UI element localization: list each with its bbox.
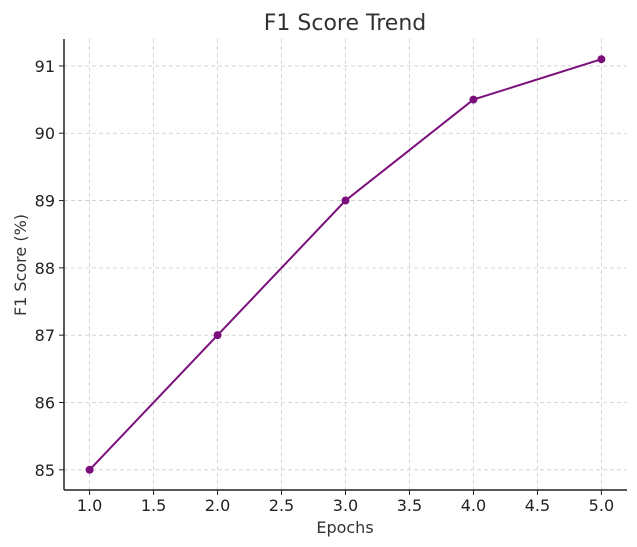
y-tick-label: 87 [35, 326, 55, 345]
x-tick-label: 3.0 [333, 496, 358, 515]
y-tick-label: 89 [35, 192, 55, 211]
data-point [85, 465, 94, 474]
x-tick-label: 5.0 [589, 496, 614, 515]
x-ticks: 1.0 1.5 2.0 2.5 3.0 3.5 4.0 4.5 5.0 [77, 490, 614, 515]
y-tick-label: 86 [35, 393, 55, 412]
x-tick-label: 3.5 [397, 496, 422, 515]
x-tick-label: 2.0 [205, 496, 230, 515]
y-tick-label: 88 [35, 259, 55, 278]
data-point [341, 196, 350, 205]
data-point [213, 331, 222, 340]
grid [64, 39, 627, 490]
y-tick-label: 85 [35, 461, 55, 480]
x-axis-label: Epochs [316, 518, 373, 537]
x-tick-label: 1.0 [77, 496, 102, 515]
x-tick-label: 1.5 [141, 496, 166, 515]
x-tick-label: 4.0 [461, 496, 486, 515]
y-tick-label: 91 [35, 57, 55, 76]
data-point [597, 55, 606, 64]
x-tick-label: 4.5 [525, 496, 550, 515]
series-layer [85, 55, 606, 474]
data-point [469, 95, 478, 104]
chart-title: F1 Score Trend [264, 11, 426, 36]
y-tick-label: 90 [35, 124, 55, 143]
y-axis-label: F1 Score (%) [11, 214, 30, 316]
x-tick-label: 2.5 [269, 496, 294, 515]
y-ticks: 85 86 87 88 89 90 91 [35, 57, 64, 480]
